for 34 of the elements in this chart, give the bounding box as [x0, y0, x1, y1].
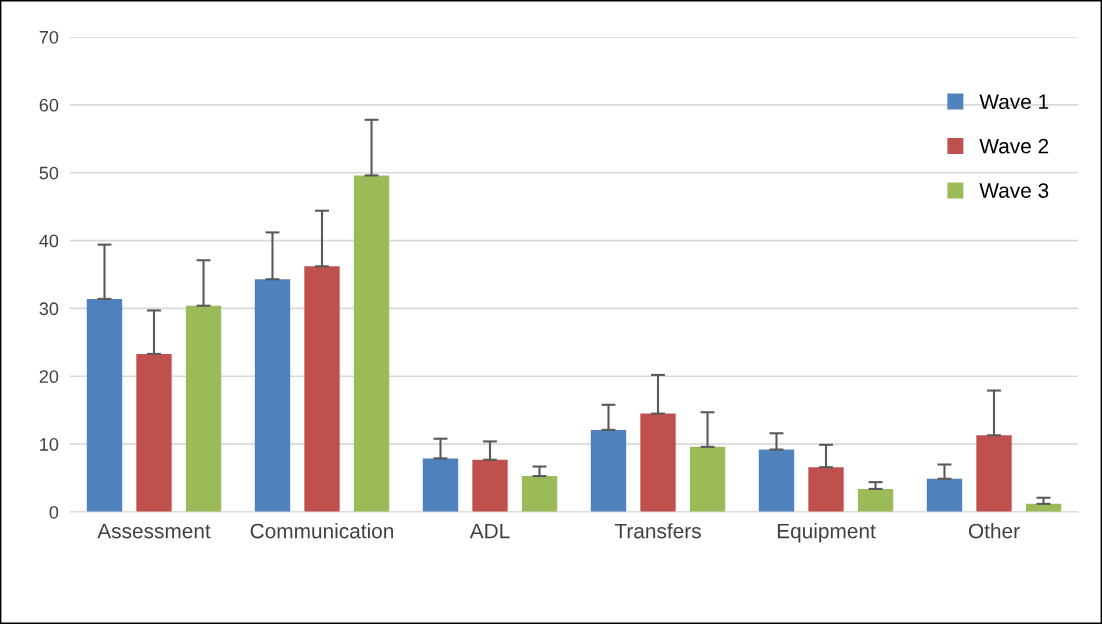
x-tick-label: Equipment: [777, 523, 876, 543]
y-tick-label: 50: [39, 166, 59, 180]
y-tick-label: 40: [39, 234, 59, 248]
x-tick-label: ADL: [469, 523, 510, 539]
bar: [422, 458, 459, 512]
bar: [86, 298, 123, 512]
bar: [590, 429, 627, 512]
bar: [521, 476, 558, 512]
legend-label: Wave 1: [979, 94, 1049, 110]
bar: [304, 266, 340, 512]
x-tick-label: Assessment: [97, 523, 211, 539]
bar: [472, 459, 508, 512]
bar: [185, 305, 222, 512]
bar: [136, 353, 172, 512]
y-tick-label: 0: [49, 505, 59, 519]
bar: [808, 467, 844, 512]
y-tick-label: 30: [39, 302, 59, 316]
legend-label: Wave 3: [979, 183, 1049, 198]
x-tick-label: Communication: [250, 523, 394, 539]
y-tick-label: 20: [39, 370, 59, 384]
x-tick-label: Transfers: [614, 523, 701, 539]
legend-label: Wave 2: [979, 138, 1049, 154]
bar: [976, 435, 1012, 512]
bar: [926, 478, 963, 512]
bar: [353, 175, 390, 512]
y-tick-label: 70: [39, 30, 59, 44]
y-tick-label: 10: [40, 438, 59, 451]
bar: [689, 446, 726, 512]
bar: [640, 413, 676, 512]
bar: [758, 449, 795, 512]
bar: [857, 488, 894, 512]
bar: [254, 279, 291, 512]
y-tick-label: 60: [39, 98, 59, 112]
x-tick-label: Other: [968, 523, 1020, 539]
